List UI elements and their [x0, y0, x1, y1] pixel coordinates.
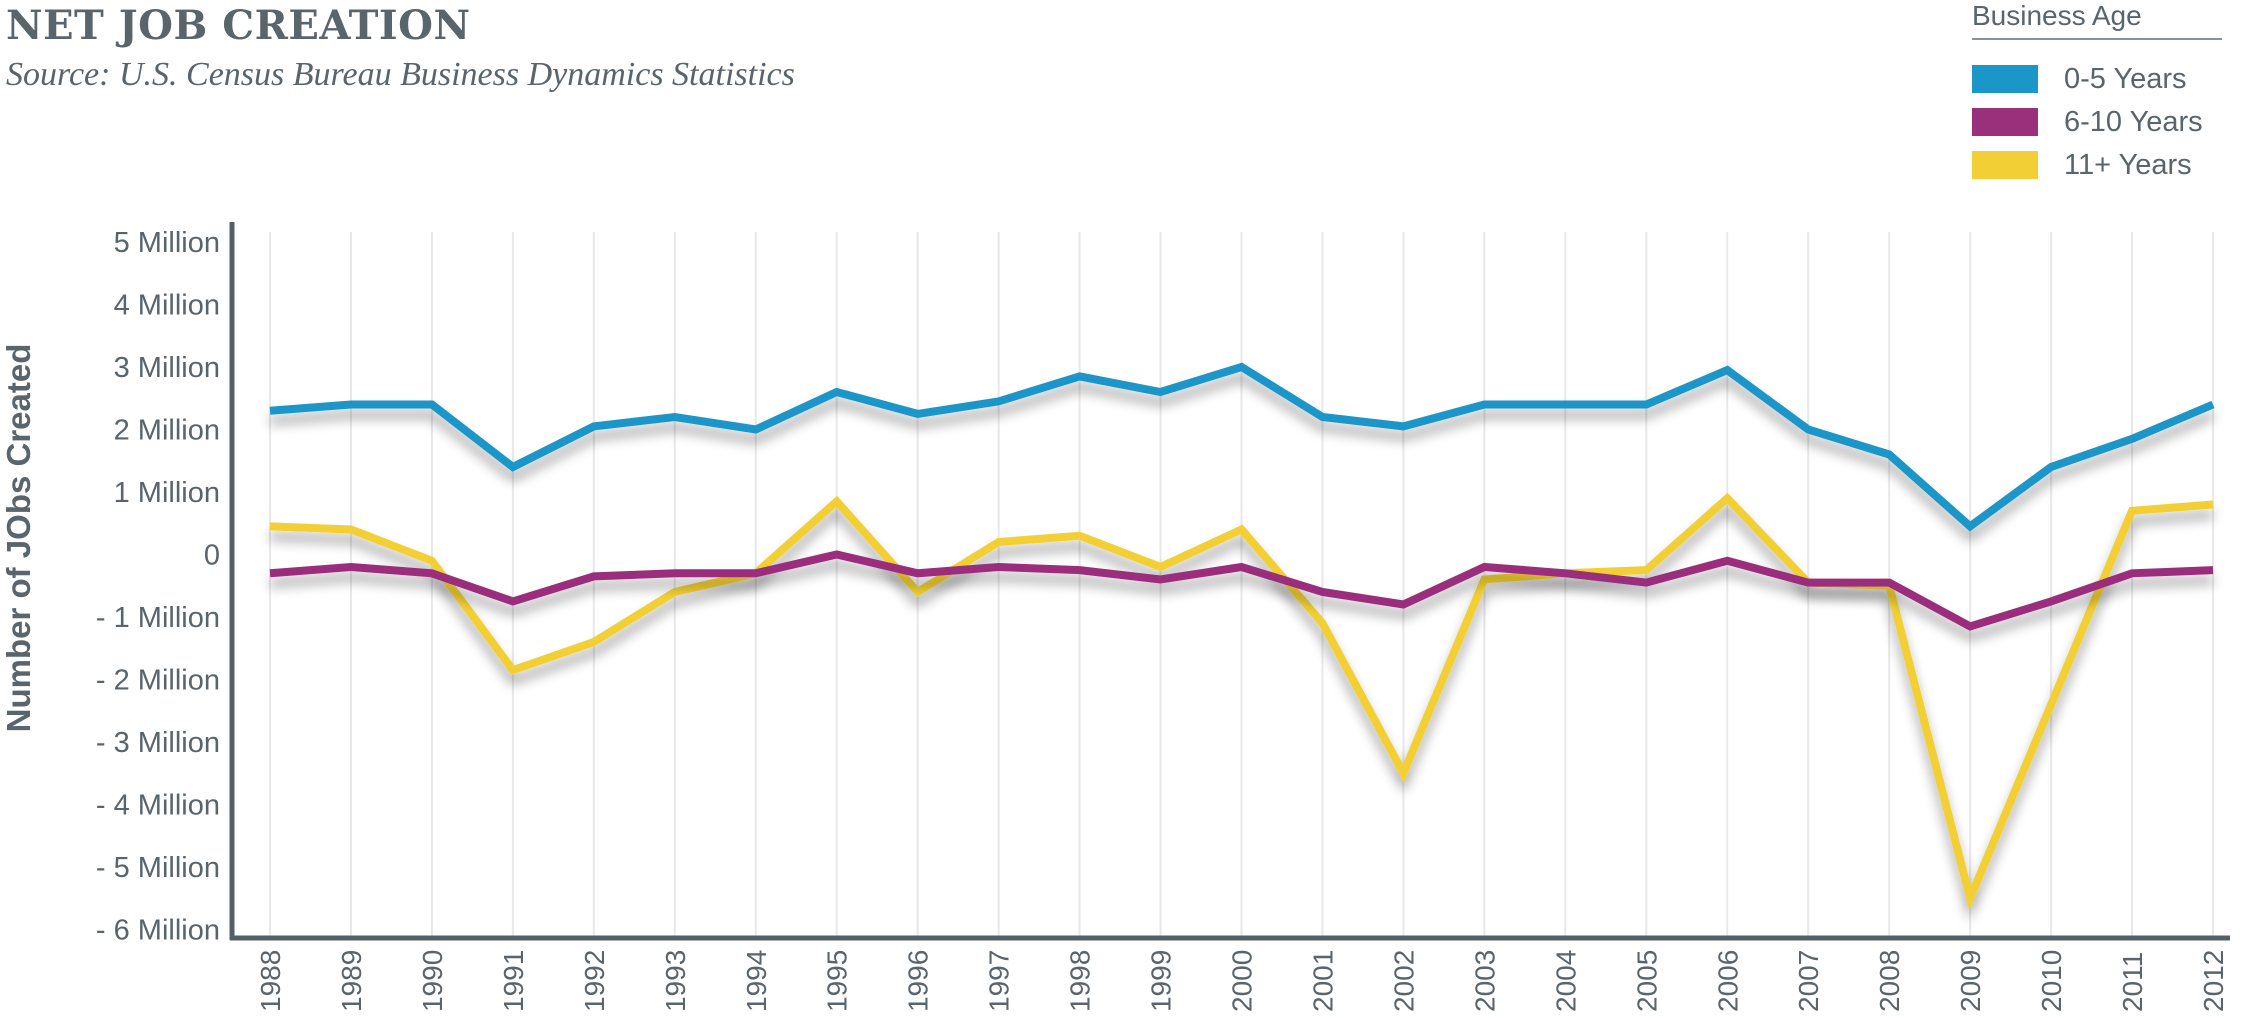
legend-label-11-plus-years: 11+ Years: [2064, 148, 2192, 181]
legend-swatch-0-5-years: [1972, 65, 2038, 93]
y-tick-label: - 2 Million: [96, 665, 220, 697]
y-tick-label: 5 Million: [114, 227, 220, 259]
y-tick-label: 2 Million: [114, 415, 220, 447]
x-tick-label: 1999: [1146, 950, 1177, 1012]
y-tick-label: - 1 Million: [96, 602, 220, 634]
legend: Business Age 0-5 Years 6-10 Years 11+ Ye…: [1972, 0, 2222, 181]
x-tick-label: 1991: [498, 950, 529, 1012]
x-tick-label: 1988: [255, 950, 286, 1012]
x-tick-label: 2008: [1874, 950, 1905, 1012]
x-tick-label: 1997: [984, 950, 1015, 1012]
x-tick-label: 2003: [1469, 950, 1500, 1012]
y-tick-label: 1 Million: [114, 477, 220, 509]
x-tick-label: 1995: [822, 950, 853, 1012]
x-tick-label: 2009: [1955, 950, 1986, 1012]
x-tick-label: 2002: [1388, 950, 1419, 1012]
x-tick-label: 1996: [903, 950, 934, 1012]
legend-label-6-10-years: 6-10 Years: [2064, 105, 2203, 138]
x-tick-labels: 1988 1989 1990 1991 1992 1993 1994 1995 1996 1997…: [255, 950, 2229, 1012]
y-tick-label: - 3 Million: [96, 727, 220, 759]
data-series: [269, 362, 2215, 911]
x-tick-label: 1989: [336, 950, 367, 1012]
y-tick-label: 4 Million: [114, 290, 220, 322]
axes: [229, 222, 2230, 941]
y-tick-label: - 6 Million: [96, 915, 220, 947]
y-tick-labels: 5 Million 4 Million 3 Million 2 Million 1 Mi…: [96, 227, 220, 947]
x-tick-label: 1990: [417, 950, 448, 1012]
chart-subtitle: Source: U.S. Census Bureau Business Dyna…: [6, 56, 795, 93]
y-tick-label: 0: [204, 540, 220, 572]
x-tick-label: 2004: [1550, 950, 1581, 1012]
legend-item-0-5-years: 0-5 Years: [1972, 62, 2187, 96]
y-tick-label: - 5 Million: [96, 852, 220, 884]
legend-item-6-10-years: 6-10 Years: [1972, 105, 2203, 139]
x-tick-label: 1998: [1065, 950, 1096, 1012]
x-tick-label: 1993: [660, 950, 691, 1012]
x-tick-label: 2012: [2198, 950, 2229, 1012]
x-tick-label: 1992: [579, 950, 610, 1012]
x-tick-label: 2000: [1227, 950, 1258, 1012]
x-tick-label: 2005: [1631, 950, 1662, 1012]
x-tick-label: 2011: [2117, 952, 2148, 1012]
y-axis-label: Number of JObs Created: [0, 344, 37, 733]
x-tick-label: 2010: [2036, 950, 2067, 1012]
y-tick-label: 3 Million: [114, 352, 220, 384]
x-tick-label: 2001: [1307, 950, 1338, 1012]
legend-item-11-plus-years: 11+ Years: [1972, 148, 2192, 182]
y-tick-label: - 4 Million: [96, 790, 220, 822]
x-tick-label: 2007: [1793, 950, 1824, 1012]
x-tick-label: 2006: [1712, 950, 1743, 1012]
legend-label-0-5-years: 0-5 Years: [2064, 62, 2187, 95]
legend-swatch-6-10-years: [1972, 108, 2038, 136]
chart-title: NET JOB CREATION: [6, 2, 471, 49]
legend-swatch-11-plus-years: [1972, 151, 2038, 179]
x-tick-label: 1994: [741, 950, 772, 1012]
legend-title: Business Age: [1972, 0, 2222, 40]
